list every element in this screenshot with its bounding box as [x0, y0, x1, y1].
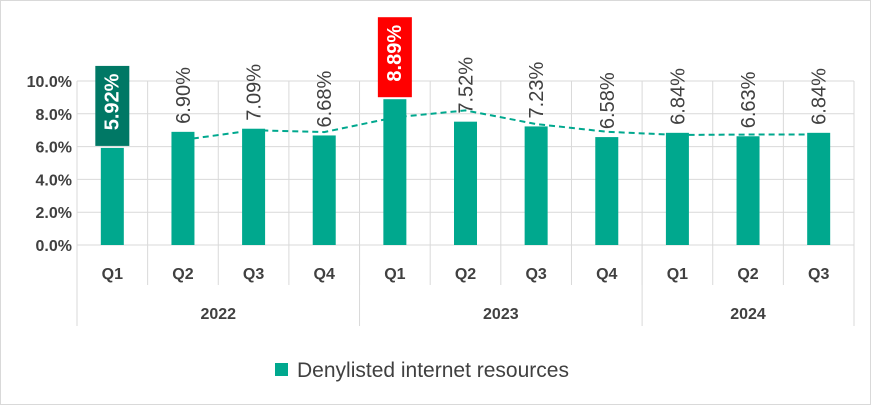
- data-label-highlighted: 8.89%: [384, 25, 406, 82]
- y-tick-label: 2.0%: [36, 205, 72, 222]
- bar: [665, 132, 689, 245]
- data-label: 6.90%: [173, 67, 195, 124]
- highlight-label-box: [95, 65, 130, 146]
- bar: [524, 126, 548, 245]
- data-label: 7.09%: [244, 64, 266, 121]
- bar: [383, 99, 407, 245]
- bar: [454, 121, 477, 245]
- bar: [312, 135, 336, 245]
- data-label: 7.23%: [526, 62, 548, 119]
- y-tick-label: 0.0%: [36, 238, 72, 255]
- y-tick-label: 6.0%: [36, 140, 72, 157]
- x-tick-label: Q2: [172, 266, 193, 283]
- x-tick-label: Q2: [455, 266, 476, 283]
- y-tick-label: 8.0%: [36, 107, 72, 124]
- year-label: 2022: [200, 306, 236, 323]
- data-label: 6.58%: [597, 72, 619, 129]
- year-label: 2023: [483, 306, 519, 323]
- bar: [100, 147, 124, 245]
- x-tick-label: Q2: [737, 266, 758, 283]
- highlight-label-box: [377, 17, 412, 98]
- data-label: 6.68%: [314, 71, 336, 128]
- bar: [595, 137, 619, 245]
- data-label: 6.63%: [738, 71, 760, 128]
- x-tick-label: Q4: [596, 266, 617, 283]
- data-label: 6.84%: [809, 68, 831, 125]
- year-label: 2024: [730, 306, 766, 323]
- legend-swatch: [275, 363, 288, 376]
- bar: [807, 132, 831, 245]
- y-tick-label: 4.0%: [36, 172, 72, 189]
- x-tick-label: Q1: [384, 266, 405, 283]
- bar: [242, 128, 266, 245]
- trendline: [182, 109, 819, 141]
- x-tick-label: Q1: [102, 266, 123, 283]
- x-tick-label: Q4: [314, 266, 335, 283]
- data-label: 6.84%: [667, 68, 689, 125]
- data-label: 7.52%: [456, 57, 478, 114]
- data-label-highlighted: 5.92%: [101, 73, 123, 130]
- x-tick-label: Q3: [525, 266, 546, 283]
- bar: [171, 131, 195, 245]
- bar: [736, 136, 760, 245]
- x-tick-label: Q1: [667, 266, 688, 283]
- x-tick-label: Q3: [808, 266, 829, 283]
- legend-label: Denylisted internet resources: [297, 359, 569, 382]
- y-tick-label: 10.0%: [27, 74, 72, 91]
- x-tick-label: Q3: [243, 266, 264, 283]
